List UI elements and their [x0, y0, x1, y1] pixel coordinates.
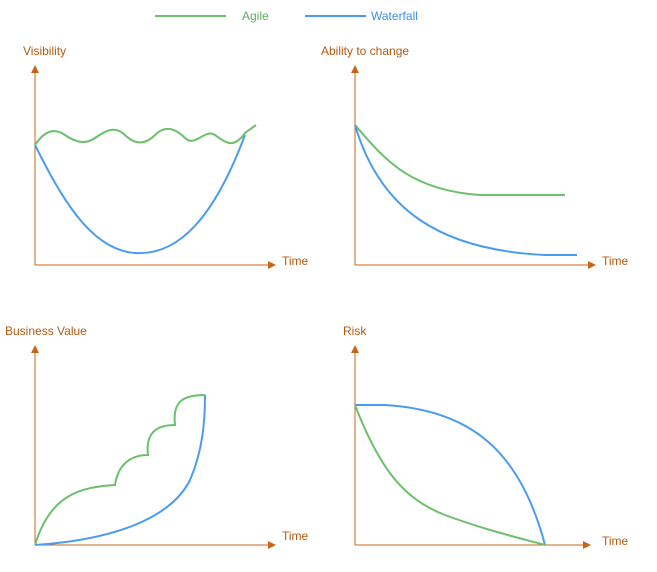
value-waterfall-curve — [34, 394, 206, 546]
panel-ability-to-change: Ability to change Time — [321, 44, 629, 269]
risk-ylabel: Risk — [343, 324, 367, 338]
ability-xlabel: Time — [602, 254, 629, 268]
risk-xlabel: Time — [602, 534, 629, 548]
visibility-agile-curve — [34, 124, 257, 146]
panel-business-value: Business Value Time — [5, 324, 309, 549]
panel-visibility: Visibility Time — [23, 44, 309, 269]
legend-waterfall-label: Waterfall — [371, 9, 418, 23]
legend: Agile Waterfall — [155, 9, 418, 23]
visibility-ylabel: Visibility — [23, 44, 66, 58]
ability-agile-curve — [354, 124, 565, 196]
panel-risk: Risk Time — [343, 324, 629, 549]
ability-ylabel: Ability to change — [321, 44, 409, 58]
legend-agile-label: Agile — [242, 9, 269, 23]
risk-waterfall-curve — [355, 404, 546, 546]
visibility-waterfall-curve — [34, 134, 246, 255]
ability-waterfall-curve — [354, 124, 577, 256]
value-agile-curve — [34, 394, 206, 546]
visibility-xlabel: Time — [282, 254, 309, 268]
value-xlabel: Time — [282, 529, 309, 543]
risk-agile-curve — [354, 404, 546, 546]
value-ylabel: Business Value — [5, 324, 87, 338]
